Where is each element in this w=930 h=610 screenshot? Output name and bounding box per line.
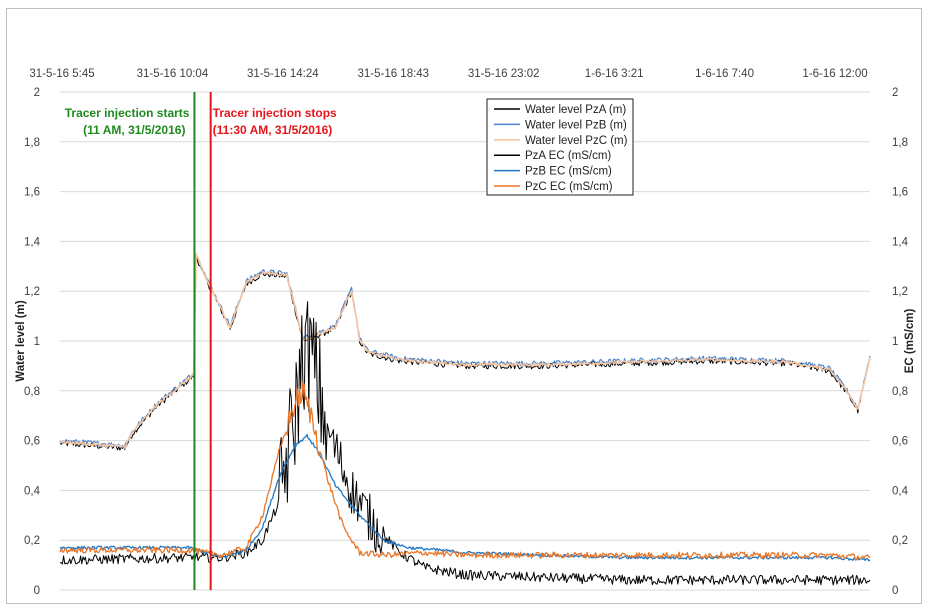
legend-entry-4: PzB EC (mS/cm): [525, 166, 612, 178]
x-tick-label: 31-5-16 14:24: [247, 68, 319, 80]
y2-tick-label: 1,4: [892, 236, 909, 248]
series-line-0: [59, 256, 871, 451]
y2-tick-label: 0: [892, 585, 898, 597]
y2-tick-label: 1: [892, 336, 898, 348]
series-line-2: [59, 253, 871, 450]
series-line-3: [59, 301, 871, 586]
y2-tick-label: 2: [892, 87, 898, 99]
annotation-sublabel-start: (11 AM, 31/5/2016): [83, 123, 185, 137]
y-tick-label: 1,2: [24, 286, 40, 298]
y2-tick-label: 1,8: [892, 137, 908, 149]
legend-entry-5: PzC EC (mS/cm): [525, 181, 613, 193]
series-line-1: [59, 255, 871, 449]
y-tick-label: 1,4: [24, 236, 41, 248]
y-tick-label: 1,8: [24, 137, 40, 149]
y2-axis-title: EC (mS/cm): [904, 309, 916, 374]
y-tick-label: 0: [34, 585, 40, 597]
y2-tick-label: 0,2: [892, 535, 908, 547]
y-tick-label: 0,4: [24, 485, 41, 497]
series-line-5: [59, 381, 871, 561]
x-tick-label: 1-6-16 12:00: [802, 68, 867, 80]
y-tick-label: 0,6: [24, 436, 40, 448]
y-tick-label: 0,8: [24, 386, 40, 398]
y-tick-label: 1: [34, 336, 40, 348]
legend-entry-3: PzA EC (mS/cm): [525, 150, 611, 162]
annotation-label-stop: Tracer injection stops: [213, 106, 337, 120]
gridlines: [60, 91, 870, 591]
annotations: Tracer injection starts (11 AM, 31/5/2016…: [65, 92, 337, 590]
legend-entry-2: Water level PzC (m): [525, 135, 628, 147]
y-axis-title: Water level (m): [15, 300, 27, 382]
y-tick-label: 2: [34, 87, 40, 99]
axes: 0 0 0,2 0,2 0,4 0,4 0,6 0,6 0,8 0,8 1 1 1,2 1,2 1,4 1,4…: [24, 68, 909, 597]
x-tick-label: 1-6-16 3:21: [585, 68, 644, 80]
x-tick-label: 1-6-16 7:40: [695, 68, 754, 80]
y2-tick-label: 1,6: [892, 187, 908, 199]
legend-entry-1: Water level PzB (m): [525, 119, 627, 131]
legend-entry-0: Water level PzA (m): [525, 104, 626, 116]
annotation-sublabel-stop: (11:30 AM, 31/5/2016): [213, 123, 333, 137]
x-tick-label: 31-5-16 18:43: [357, 68, 429, 80]
y2-tick-label: 0,6: [892, 436, 908, 448]
y-tick-label: 0,2: [24, 535, 40, 547]
y-tick-label: 1,6: [24, 187, 40, 199]
x-tick-label: 31-5-16 23:02: [468, 68, 540, 80]
series-lines: [59, 253, 871, 586]
x-tick-label: 31-5-16 10:04: [137, 68, 209, 80]
y2-tick-label: 0,8: [892, 386, 908, 398]
annotation-label-start: Tracer injection starts: [65, 106, 190, 120]
series-line-4: [59, 433, 871, 562]
legend-box: [486, 98, 634, 196]
chart-frame: [6, 8, 922, 604]
x-tick-label: 31-5-16 5:45: [29, 68, 94, 80]
y2-tick-label: 1,2: [892, 286, 908, 298]
y2-tick-label: 0,4: [892, 485, 909, 497]
legend: Water level PzA (m) Water level PzB (m) Wa…: [486, 98, 634, 196]
